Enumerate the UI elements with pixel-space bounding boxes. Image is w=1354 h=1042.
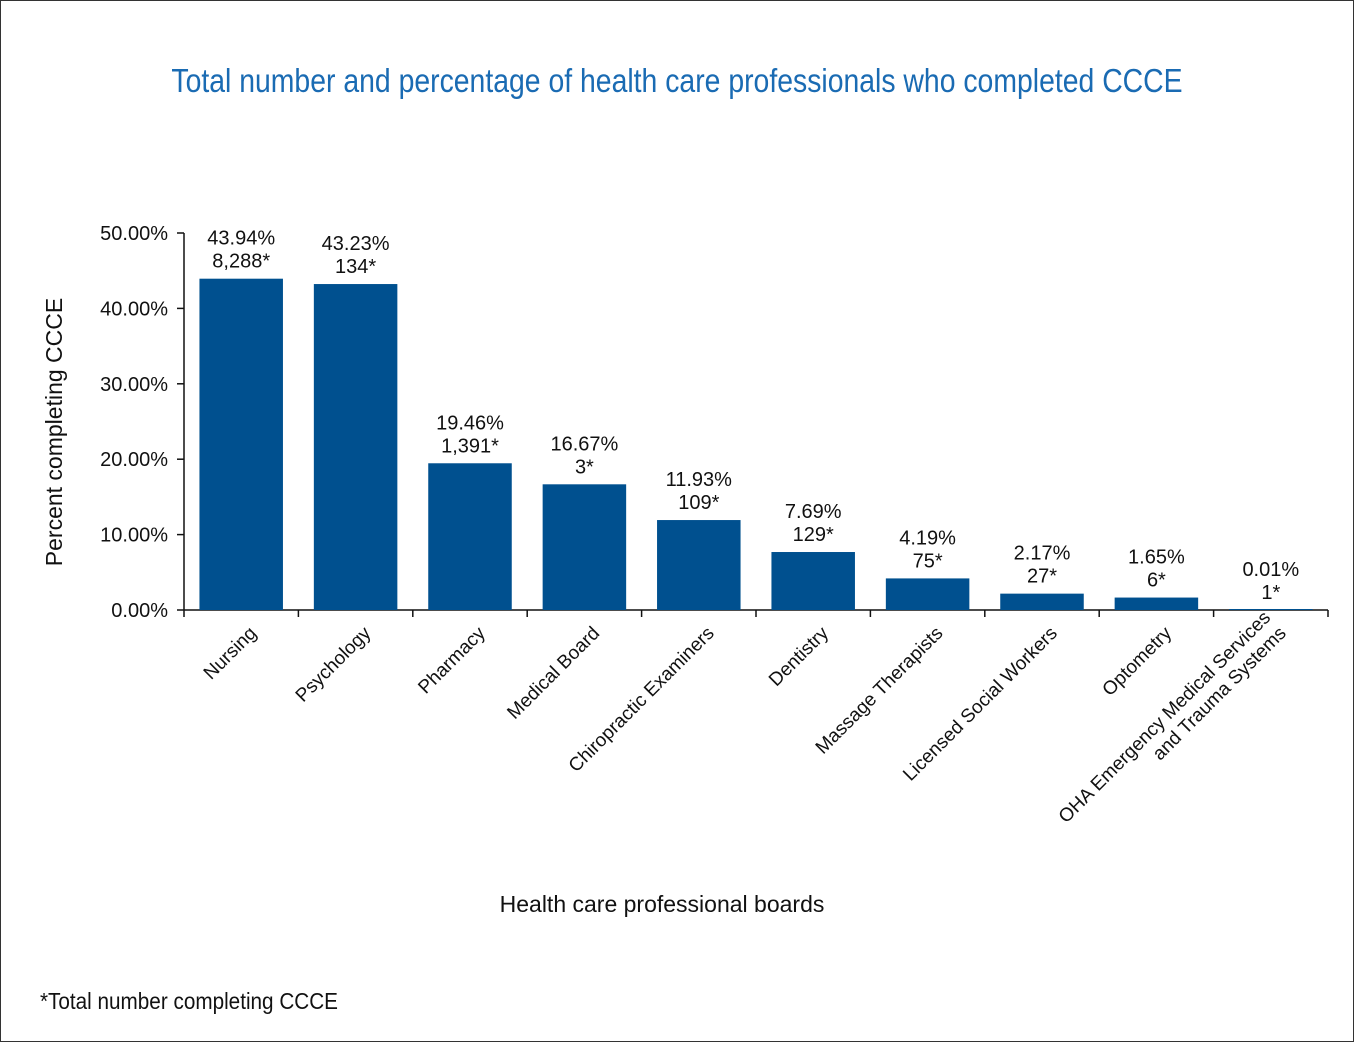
category-label-line: Massage Therapists (812, 623, 948, 759)
bar (771, 552, 855, 610)
category-label: Pharmacy (414, 623, 490, 699)
bar-percent-label: 0.01% (1242, 559, 1299, 581)
category-label: Dentistry (765, 623, 833, 691)
bar-count-label: 129* (793, 524, 834, 546)
bar-count-label: 8,288* (212, 251, 270, 273)
y-tick-label: 20.00% (100, 449, 168, 471)
data-labels: 43.94%8,288* 43.23%134* 19.46%1,391* 16.67%… (207, 228, 1299, 604)
bar-percent-label: 11.93% (666, 469, 733, 491)
bar-count-label: 1,391* (441, 435, 499, 457)
bar (657, 520, 741, 610)
bars (199, 278, 1313, 610)
category-label-line: Psychology (292, 623, 376, 707)
footnote: *Total number completing CCCE (40, 988, 338, 1014)
chart-title: Total number and percentage of health ca… (171, 62, 1183, 99)
category-label-line: Nursing (200, 623, 261, 684)
bar (199, 278, 283, 610)
bar-percent-label: 16.67% (550, 433, 618, 455)
y-tick-label: 30.00% (100, 374, 168, 396)
bar (1000, 593, 1084, 610)
category-label-line: Pharmacy (414, 623, 490, 699)
bar-percent-label: 43.94% (207, 228, 275, 250)
bar-percent-label: 2.17% (1014, 543, 1071, 565)
bar-count-label: 27* (1027, 566, 1057, 588)
y-tick-label: 50.00% (100, 223, 168, 245)
bar (885, 578, 970, 610)
bar-count-label: 109* (678, 492, 719, 514)
bar-count-label: 6* (1147, 570, 1166, 592)
x-axis-title: Health care professional boards (500, 891, 825, 917)
bar (1114, 597, 1199, 610)
bar (1229, 609, 1313, 610)
category-label: Massage Therapists (812, 623, 948, 759)
category-label: Psychology (292, 623, 376, 707)
bar-count-label: 134* (335, 256, 376, 278)
bar (542, 484, 627, 610)
bar (313, 284, 398, 610)
y-axis-title: Percent completing CCCE (41, 298, 67, 566)
y-tick-label: 0.00% (111, 600, 168, 622)
bar (428, 463, 512, 610)
category-label: Medical Board (503, 623, 604, 724)
bar-count-label: 1* (1261, 582, 1280, 604)
bar-percent-label: 43.23% (322, 233, 390, 255)
y-axis: 0.00% 10.00% 20.00% 30.00% 40.00% 50.00% (100, 223, 185, 622)
category-label: Optometry (1099, 623, 1177, 701)
y-tick-label: 40.00% (100, 298, 168, 320)
category-label-line: Optometry (1099, 623, 1177, 701)
bar-count-label: 75* (913, 550, 943, 572)
x-axis (183, 609, 1329, 617)
y-tick-label: 10.00% (100, 525, 168, 547)
category-label-line: Medical Board (503, 623, 604, 724)
bar-percent-label: 7.69% (785, 501, 842, 523)
category-label-line: and Trauma Systems (1149, 623, 1291, 765)
category-label: Nursing (200, 623, 261, 684)
category-labels: Nursing Psychology Pharmacy Medical BoardCh… (200, 607, 1291, 827)
bar-percent-label: 1.65% (1128, 547, 1185, 569)
category-label-line: Dentistry (765, 623, 833, 691)
bar-percent-label: 4.19% (899, 527, 956, 549)
bar-count-label: 3* (575, 456, 594, 478)
bar-percent-label: 19.46% (436, 412, 504, 434)
